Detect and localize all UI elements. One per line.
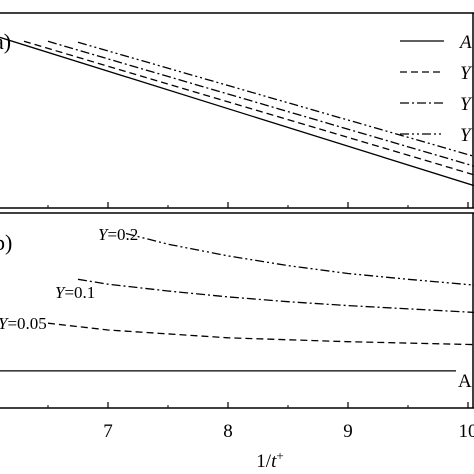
panel-a-series-solid [0, 36, 474, 187]
panel-b-series-dashed [47, 322, 474, 346]
panel-a-series [0, 36, 474, 187]
series-label-dashdotdot: Y=0.2 [98, 225, 138, 244]
panel-a-label: a) [0, 29, 11, 54]
x-tick-labels: 7 8 9 10 [103, 421, 474, 442]
panel-b: b) A Y=0.05 Y=0.1 Y=0.2 7 8 9 10 1/t+ [0, 212, 474, 472]
x-tick-label: 10 [459, 421, 474, 442]
legend-label: Y [460, 94, 473, 115]
panel-a-series-dashdot [47, 40, 474, 167]
panel-b-label: b) [0, 230, 12, 255]
panel-b-series-dashdotdot [125, 232, 474, 286]
series-label-dashdot: Y=0.1 [55, 283, 95, 302]
x-tick-label: 8 [223, 421, 233, 442]
panel-b-series [0, 232, 474, 372]
legend-label: A [458, 32, 472, 53]
panel-a-series-dashdotdot [77, 41, 474, 157]
panel-b-ticks [47, 402, 469, 408]
series-label-solid: A [458, 371, 472, 392]
series-label-dashed: Y=0.05 [0, 314, 47, 333]
legend-label: Y [460, 125, 473, 146]
panel-b-series-dashdot [77, 278, 474, 314]
x-axis-label: 1/t+ [256, 448, 283, 472]
panel-a-series-dashed [23, 40, 474, 176]
x-tick-label: 9 [343, 421, 353, 442]
legend-label: Y [460, 63, 473, 84]
x-tick-label: 7 [103, 421, 113, 442]
panel-b-annotations: A Y=0.05 Y=0.1 Y=0.2 [0, 225, 472, 392]
panel-a-ticks [47, 202, 469, 208]
